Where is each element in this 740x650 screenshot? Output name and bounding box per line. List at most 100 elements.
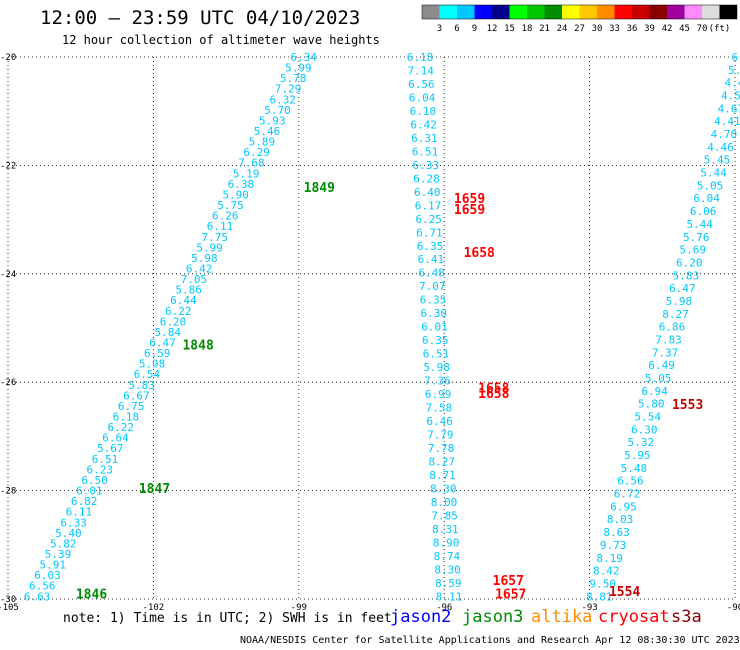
wave-height-label: 8.30 [434, 563, 461, 576]
wave-height-label: 5.91 [40, 559, 67, 572]
wave-height-label: 6.18 [407, 51, 434, 64]
colorbar-swatch [509, 5, 527, 19]
wave-height-label: 6.82 [71, 495, 98, 508]
wave-height-label: 6.29 [243, 146, 270, 159]
colorbar-label: 21 [539, 24, 550, 34]
wave-height-label: 6.48 [418, 267, 445, 280]
wave-height-label: 5.39 [45, 548, 72, 561]
lon-tick-label: -96 [436, 603, 452, 613]
wave-height-label: 8.31 [432, 523, 459, 536]
wave-height-label: 8.74 [434, 550, 461, 563]
wave-height-label: 5.05 [697, 179, 724, 192]
wave-height-label: 7.36 [424, 375, 451, 388]
wave-height-label: 6.75 [118, 400, 145, 413]
wave-height-label: 7.75 [202, 231, 229, 244]
wave-height-label: 6.95 [610, 500, 637, 513]
wave-height-label: 5.31 [728, 64, 740, 77]
colorbar-label: 12 [487, 24, 498, 34]
wave-height-label: 8.81 [586, 590, 613, 603]
wave-height-label: 5.78 [280, 72, 307, 85]
wave-height-label: 6.10 [410, 105, 437, 118]
wave-height-label: 7.58 [426, 402, 453, 415]
wave-height-label: 5.05 [645, 372, 672, 385]
wave-height-label: 5.45 [704, 154, 731, 167]
wave-height-label: 6.41 [418, 253, 445, 266]
wave-height-label: 7.85 [431, 509, 458, 522]
wave-height-label: 6.47 [669, 282, 696, 295]
wave-height-label: 6.50 [81, 474, 108, 487]
colorbar-swatch [562, 5, 580, 19]
wave-height-label: 6.86 [659, 321, 686, 334]
satellite-legend-jason2: jason2 [390, 607, 452, 627]
colorbar-swatch [527, 5, 545, 19]
wave-height-label: 5.98 [139, 358, 166, 371]
lon-tick-label: -105 [0, 603, 19, 613]
wave-height-label: 6.46 [426, 415, 453, 428]
wave-height-label: 8.00 [431, 496, 458, 509]
wave-height-label: 5.80 [638, 398, 665, 411]
wave-height-label: 6.56 [408, 78, 435, 91]
wave-height-label: 8.30 [430, 482, 457, 495]
colorbar-label: 33 [609, 24, 620, 34]
wave-height-label: 5.76 [683, 231, 710, 244]
wave-height-label: 6.42 [186, 262, 213, 275]
wave-height-label: 8.71 [429, 469, 456, 482]
wave-height-label: 6.17 [415, 199, 442, 212]
wave-height-label: 5.93 [259, 114, 286, 127]
wave-height-label: 6.71 [416, 226, 443, 239]
pass-time-label: 1658 [478, 387, 509, 402]
wave-height-label: 5.70 [264, 104, 291, 117]
colorbar-swatch [702, 5, 720, 19]
lon-tick-label: -90 [727, 603, 740, 613]
wave-height-label: 7.79 [427, 429, 454, 442]
lat-tick-label: -26 [0, 378, 16, 388]
wave-height-label: 5.44 [686, 218, 713, 231]
satellite-legend-cryosat: cryosat [598, 607, 670, 627]
wave-height-label: 6.99 [425, 388, 452, 401]
wave-height-label: 8.59 [435, 577, 462, 590]
wave-height-label: 5.90 [222, 188, 249, 201]
wave-height-label: 4.67 [718, 102, 740, 115]
colorbar-label: 27 [574, 24, 585, 34]
wave-height-label: 6.04 [693, 192, 720, 205]
wave-height-label: 6.32 [269, 93, 296, 106]
colorbar-swatch [684, 5, 702, 19]
wave-height-label: 6.56 [29, 580, 56, 593]
pass-time-label: 1659 [454, 192, 485, 207]
pass-time-label: 1554 [609, 585, 640, 600]
wave-height-label: 8.90 [433, 536, 460, 549]
wave-height-label: 5.19 [233, 167, 260, 180]
wave-height-label: 6.94 [641, 385, 668, 398]
wave-height-label: 7.37 [652, 346, 679, 359]
wave-height-label: 6.44 [170, 294, 197, 307]
wave-height-label: 7.68 [238, 157, 265, 170]
colorbar-swatch [492, 5, 510, 19]
wave-height-label: 5.98 [191, 252, 218, 265]
wave-height-label: 7.14 [407, 64, 434, 77]
wave-height-label: 6.20 [160, 315, 187, 328]
wave-height-label: 7.05 [181, 273, 208, 286]
wave-height-label: 6.59 [144, 347, 171, 360]
colorbar-label: 3 [437, 24, 442, 34]
wave-height-label: 6.22 [165, 305, 192, 318]
wave-height-label: 6.23 [87, 463, 114, 476]
wave-height-label: 6.35 [420, 294, 447, 307]
wave-height-label: 8.03 [607, 513, 634, 526]
colorbar-label: 70 [697, 24, 708, 34]
colorbar-swatch [474, 5, 492, 19]
wave-height-label: 6.04 [409, 91, 436, 104]
wave-height-label: 6.47 [149, 337, 176, 350]
wave-height-label: 5.82 [50, 537, 77, 550]
pass-time-label: 1849 [304, 181, 335, 196]
wave-height-label: 5.95 [624, 449, 651, 462]
pass-time-label: 1658 [478, 382, 509, 397]
colorbar-swatch [439, 5, 457, 19]
lat-tick-label: -30 [0, 595, 16, 605]
wave-height-label: 8.42 [593, 565, 620, 578]
wave-height-label: 4.47 [725, 77, 740, 90]
wave-height-label: 7.78 [428, 442, 455, 455]
wave-height-label: 6.38 [228, 178, 255, 191]
colorbar-label: 39 [644, 24, 655, 34]
wave-height-label: 6.11 [66, 506, 93, 519]
wave-height-label: 5.75 [217, 199, 244, 212]
